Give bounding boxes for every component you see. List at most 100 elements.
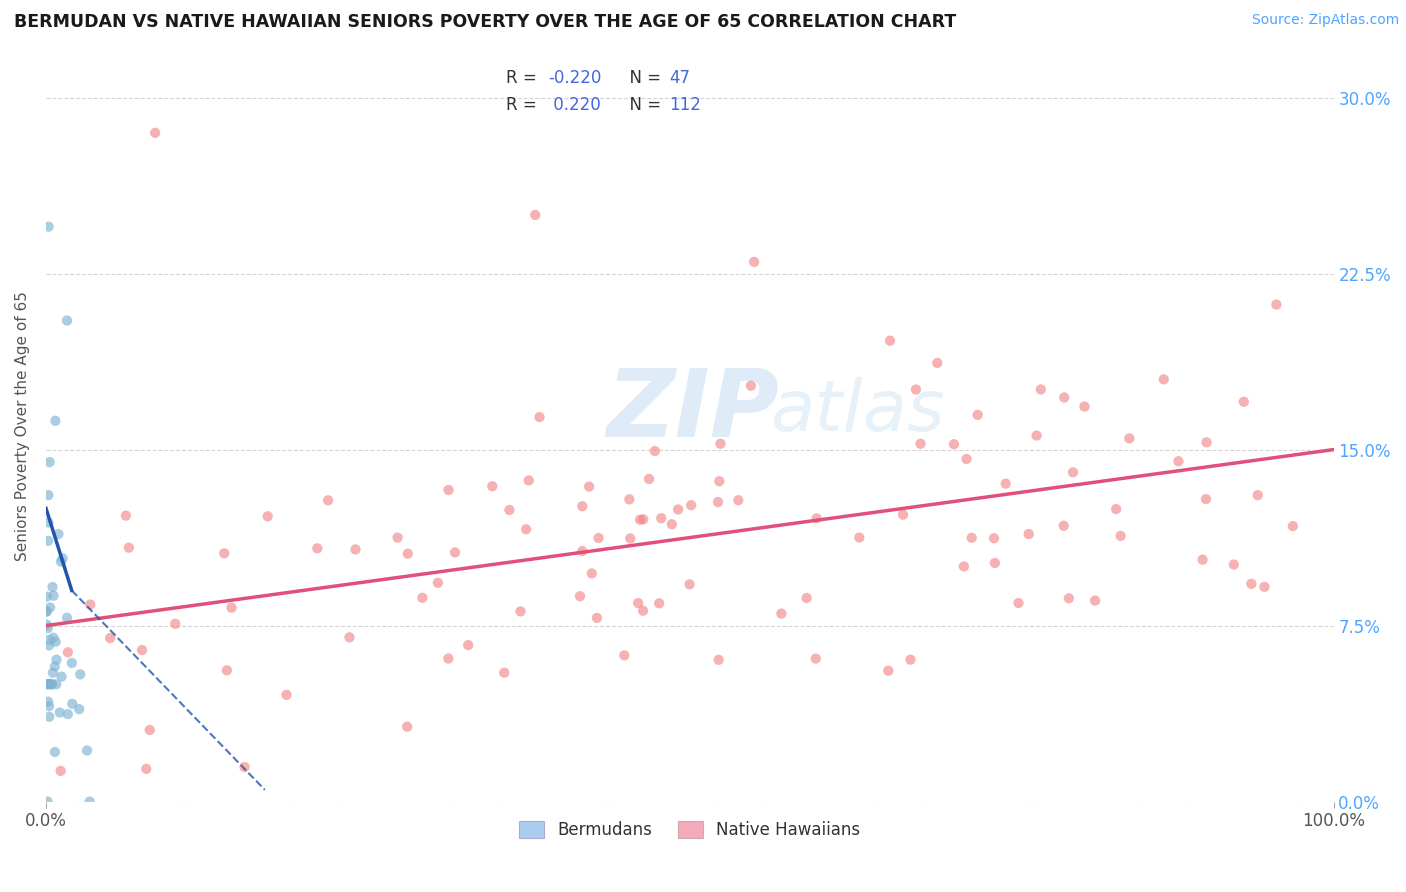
Point — [666, 502, 689, 516]
Point — [681, 498, 703, 512]
Point — [1191, 552, 1213, 566]
Point — [619, 532, 641, 546]
Point — [1105, 502, 1128, 516]
Point — [515, 522, 537, 536]
Point — [509, 604, 531, 618]
Point — [56, 313, 79, 327]
Point — [994, 476, 1017, 491]
Point — [396, 720, 419, 734]
Point — [955, 452, 977, 467]
Point — [79, 598, 101, 612]
Point — [41, 677, 63, 691]
Point — [619, 492, 641, 507]
Point — [960, 531, 983, 545]
Point — [118, 541, 141, 555]
Point — [37, 695, 59, 709]
Point — [276, 688, 298, 702]
Point — [135, 762, 157, 776]
Point — [387, 531, 409, 545]
Point — [571, 544, 593, 558]
Point — [631, 512, 654, 526]
Point — [49, 555, 72, 569]
Point — [613, 648, 636, 663]
Point — [953, 559, 976, 574]
Point — [38, 639, 60, 653]
Text: BERMUDAN VS NATIVE HAWAIIAN SENIORS POVERTY OVER THE AGE OF 65 CORRELATION CHART: BERMUDAN VS NATIVE HAWAIIAN SENIORS POVE… — [14, 13, 956, 31]
Point — [56, 645, 79, 659]
Point — [524, 208, 547, 222]
Point — [707, 495, 730, 509]
Point — [481, 479, 503, 493]
Point — [571, 499, 593, 513]
Point — [727, 493, 749, 508]
Point — [38, 632, 60, 647]
Point — [498, 503, 520, 517]
Point — [56, 611, 79, 625]
Point — [1109, 529, 1132, 543]
Point — [56, 707, 79, 722]
Point — [966, 408, 988, 422]
Point — [1265, 298, 1288, 312]
Point — [221, 600, 243, 615]
Text: atlas: atlas — [769, 376, 945, 446]
Point — [1062, 466, 1084, 480]
Point — [1007, 596, 1029, 610]
Point — [35, 677, 58, 691]
Point — [804, 651, 827, 665]
Point — [648, 596, 671, 610]
Point — [37, 795, 59, 809]
Point — [37, 677, 59, 691]
Point — [35, 605, 58, 619]
Point — [578, 479, 600, 493]
Point — [568, 589, 591, 603]
Point — [115, 508, 138, 523]
Point — [45, 634, 67, 648]
Point — [76, 743, 98, 757]
Point — [37, 488, 59, 502]
Point — [1240, 576, 1263, 591]
Point — [49, 764, 72, 778]
Point — [1247, 488, 1270, 502]
Point — [41, 580, 63, 594]
Point — [38, 710, 60, 724]
Text: -0.220: -0.220 — [548, 70, 602, 87]
Point — [143, 126, 166, 140]
Point — [41, 677, 63, 691]
Point — [1073, 400, 1095, 414]
Point — [806, 511, 828, 525]
Point — [984, 556, 1007, 570]
Point — [904, 383, 927, 397]
Point — [316, 493, 339, 508]
Point — [39, 600, 62, 615]
Point — [517, 474, 540, 488]
Point — [444, 545, 467, 559]
Point — [1084, 593, 1107, 607]
Point — [910, 436, 932, 450]
Point — [437, 483, 460, 497]
Text: R =: R = — [506, 96, 541, 114]
Point — [38, 455, 60, 469]
Point — [42, 665, 65, 680]
Point — [1053, 391, 1076, 405]
Point — [942, 437, 965, 451]
Point — [42, 589, 65, 603]
Point — [37, 621, 59, 635]
Point — [678, 577, 700, 591]
Text: N =: N = — [619, 70, 666, 87]
Point — [307, 541, 329, 556]
Point — [48, 527, 70, 541]
Point — [900, 653, 922, 667]
Point — [69, 667, 91, 681]
Point — [879, 334, 901, 348]
Point — [426, 575, 449, 590]
Point — [165, 616, 187, 631]
Point — [339, 630, 361, 644]
Text: N =: N = — [619, 96, 666, 114]
Point — [215, 663, 238, 677]
Point — [214, 546, 236, 560]
Point — [139, 723, 162, 737]
Point — [494, 665, 516, 680]
Point — [35, 617, 58, 632]
Point — [983, 531, 1005, 545]
Point — [650, 511, 672, 525]
